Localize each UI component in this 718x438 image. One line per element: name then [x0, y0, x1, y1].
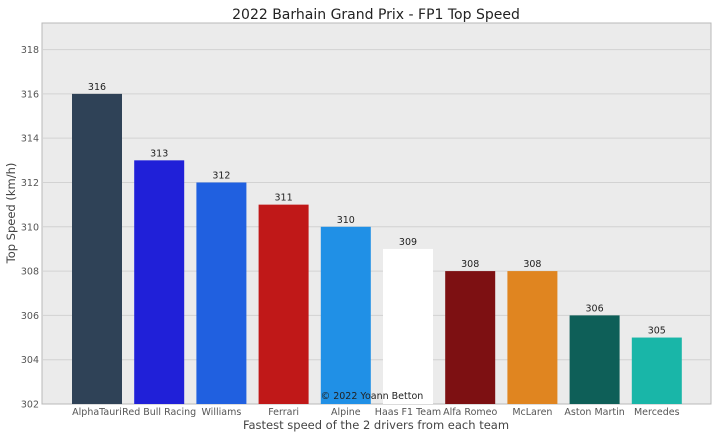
x-tick-label: Red Bull Racing — [122, 407, 196, 418]
bar-value-label: 309 — [399, 237, 417, 248]
value-labels: 316 313 312 311 310 309 308 308 306 305 — [88, 82, 666, 337]
bar-value-label: 312 — [212, 170, 230, 181]
bar-value-label: 316 — [88, 82, 106, 93]
bars — [72, 93, 682, 404]
bar-value-label: 311 — [275, 193, 293, 204]
bar-alphatauri — [72, 93, 122, 404]
bar-red-bull-racing — [134, 160, 185, 404]
x-tick-label: Mercedes — [634, 407, 680, 418]
bar-value-label: 306 — [586, 303, 604, 314]
watermark-text: © 2022 Yoann Betton — [321, 391, 424, 402]
x-tick-label: McLaren — [512, 407, 552, 418]
bar-value-label: 310 — [337, 215, 355, 226]
bar-williams — [196, 182, 247, 404]
x-tick-labels: AlphaTauri Red Bull Racing Williams Ferrari… — [72, 407, 679, 418]
chart-title: 2022 Barhain Grand Prix - FP1 Top Speed — [232, 7, 520, 23]
bar-alpine — [320, 226, 371, 404]
y-axis-label: Top Speed (km/h) — [4, 163, 18, 265]
x-tick-label: Aston Martin — [564, 407, 624, 418]
x-tick-label: Alfa Romeo — [443, 407, 497, 418]
x-tick-label: AlphaTauri — [72, 407, 122, 418]
bar-value-label: 313 — [150, 148, 168, 159]
y-tick-labels: 302 304 306 308 310 312 314 316 318 — [21, 45, 39, 410]
bar-alfa-romeo — [445, 271, 496, 404]
y-tick-label: 318 — [21, 45, 39, 56]
y-tick-label: 302 — [21, 400, 39, 411]
y-tick-label: 316 — [21, 89, 39, 100]
y-tick-label: 304 — [21, 355, 39, 366]
y-tick-label: 314 — [21, 134, 39, 145]
x-tick-label: Haas F1 Team — [375, 407, 441, 418]
y-tick-label: 310 — [21, 222, 39, 233]
bar-value-label: 305 — [648, 326, 666, 337]
x-tick-label: Williams — [202, 407, 242, 418]
bar-value-label: 308 — [461, 259, 479, 270]
bar-mercedes — [631, 337, 682, 404]
y-tick-label: 308 — [21, 267, 39, 278]
y-tick-label: 306 — [21, 311, 39, 322]
bar-ferrari — [258, 204, 309, 404]
bar-value-label: 308 — [523, 259, 541, 270]
x-tick-label: Alpine — [331, 407, 361, 418]
bar-mclaren — [507, 271, 558, 404]
y-tick-label: 312 — [21, 178, 39, 189]
x-axis-label: Fastest speed of the 2 drivers from each… — [243, 418, 509, 432]
x-tick-label: Ferrari — [268, 407, 299, 418]
bar-haas-f1-team — [383, 248, 433, 404]
bar-aston-martin — [569, 315, 620, 404]
